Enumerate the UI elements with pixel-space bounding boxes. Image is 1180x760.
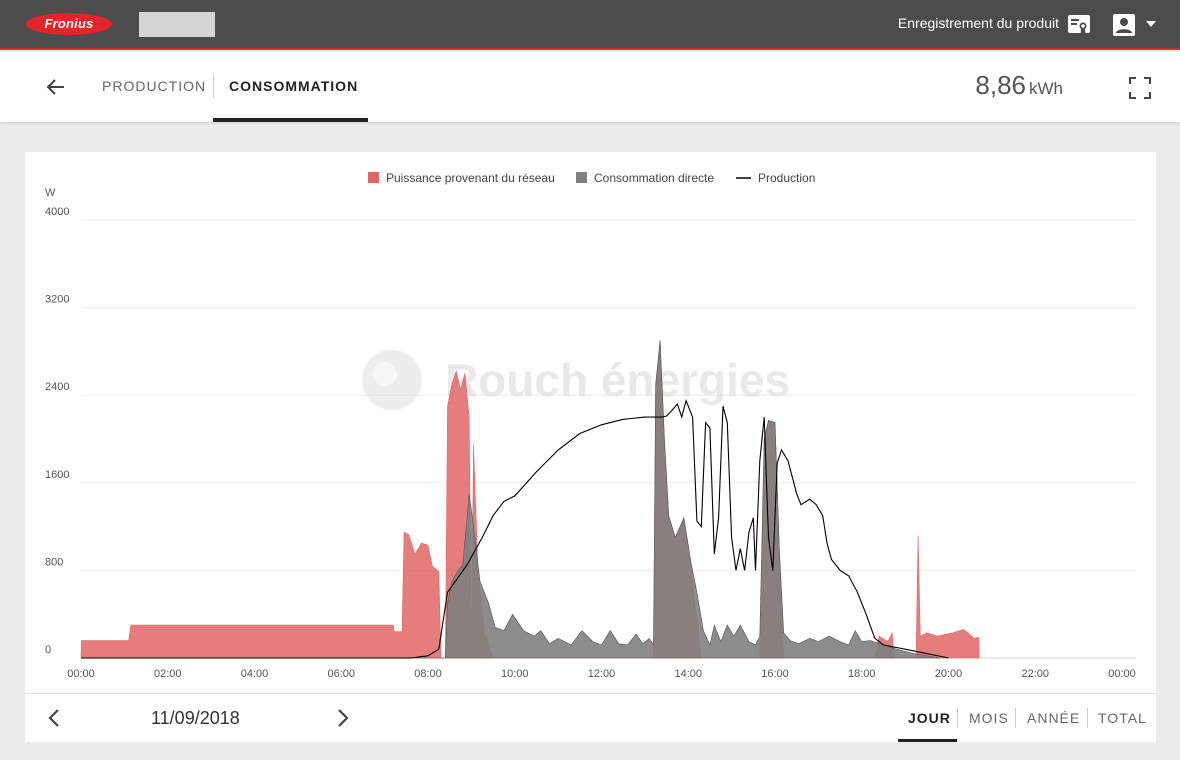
- current-date[interactable]: 11/09/2018: [151, 708, 240, 728]
- active-period-indicator: [898, 739, 957, 742]
- consumption-chart: Rouch énergies W 0 800 1600 2400 3200 4000 00…: [45, 171, 1136, 680]
- legend-swatch-grid: [368, 172, 379, 183]
- x-tick-label: 18:00: [848, 668, 876, 680]
- y-axis-ticks: 0 800 1600 2400 3200 4000: [45, 206, 69, 656]
- logo-text: Fronius: [44, 16, 94, 31]
- period-tab-jour[interactable]: JOUR: [908, 710, 951, 726]
- x-tick-label: 12:00: [588, 668, 616, 680]
- top-bar: Fronius Enregistrement du produit: [0, 0, 1180, 50]
- period-tab-mois[interactable]: MOIS: [969, 710, 1009, 726]
- period-divider: [1087, 708, 1088, 728]
- legend-label-grid[interactable]: Puissance provenant du réseau: [386, 171, 555, 185]
- period-divider: [1015, 708, 1016, 728]
- watermark-ladybug-icon: [362, 350, 422, 410]
- tab-consommation[interactable]: CONSOMMATION: [229, 78, 359, 94]
- x-tick-label: 06:00: [327, 668, 355, 680]
- x-tick-label: 16:00: [761, 668, 789, 680]
- x-tick-label: 14:00: [674, 668, 702, 680]
- site-name-placeholder: [139, 12, 215, 37]
- registration-icon[interactable]: [1067, 13, 1091, 37]
- x-tick-label: 10:00: [501, 668, 529, 680]
- x-tick-label: 02:00: [154, 668, 182, 680]
- view-tabs-bar: PRODUCTION CONSOMMATION 8,86 kWh: [0, 52, 1180, 122]
- active-tab-indicator: [213, 118, 368, 122]
- logo-shape: [26, 13, 112, 35]
- tab-divider: [213, 74, 214, 98]
- x-axis-ticks: 00:00 02:00 04:00 06:00 08:00 10:00 12:00 14:00…: [67, 668, 1136, 680]
- product-registration-link[interactable]: Enregistrement du produit: [897, 15, 1059, 31]
- period-tab-total[interactable]: TOTAL: [1098, 710, 1147, 726]
- series-line-production: [81, 398, 949, 659]
- tab-production[interactable]: PRODUCTION: [102, 78, 207, 94]
- user-icon[interactable]: [1112, 13, 1136, 37]
- series-area-direct-consumption: [81, 340, 940, 659]
- grid-lines: [81, 219, 1136, 659]
- fullscreen-icon[interactable]: [1128, 76, 1152, 100]
- x-tick-label: 20:00: [935, 668, 963, 680]
- x-tick-label: 00:00: [1108, 668, 1136, 680]
- x-tick-label: 08:00: [414, 668, 442, 680]
- y-unit-label: W: [45, 187, 56, 199]
- y-tick-label: 4000: [45, 206, 69, 218]
- y-tick-label: 800: [45, 556, 63, 568]
- energy-value: 8,86: [975, 70, 1026, 100]
- watermark-text: Rouch énergies: [445, 354, 790, 406]
- x-tick-label: 00:00: [67, 668, 95, 680]
- period-divider: [957, 708, 958, 728]
- period-tab-annee[interactable]: ANNÉE: [1027, 710, 1081, 726]
- next-day-icon[interactable]: [335, 708, 351, 728]
- previous-day-icon[interactable]: [46, 708, 62, 728]
- fronius-logo[interactable]: Fronius: [26, 13, 112, 35]
- legend: Puissance provenant du réseau Consommati…: [368, 171, 815, 185]
- legend-label-production[interactable]: Production: [758, 171, 815, 185]
- energy-unit: kWh: [1029, 79, 1063, 98]
- legend-label-direct[interactable]: Consommation directe: [594, 171, 714, 185]
- series-layer: [80, 340, 980, 659]
- y-tick-label: 1600: [45, 469, 69, 481]
- x-tick-label: 22:00: [1021, 668, 1049, 680]
- x-tick-label: 04:00: [241, 668, 269, 680]
- y-tick-label: 0: [45, 644, 51, 656]
- y-tick-label: 3200: [45, 294, 69, 306]
- caret-down-icon[interactable]: [1146, 21, 1156, 27]
- back-arrow-icon[interactable]: [45, 76, 67, 98]
- bottom-separator: [25, 693, 1156, 694]
- legend-swatch-direct: [576, 172, 587, 183]
- y-tick-label: 2400: [45, 381, 69, 393]
- chart-card: Rouch énergies W 0 800 1600 2400 3200 4000 00…: [25, 152, 1156, 742]
- energy-total: 8,86 kWh: [975, 70, 1063, 101]
